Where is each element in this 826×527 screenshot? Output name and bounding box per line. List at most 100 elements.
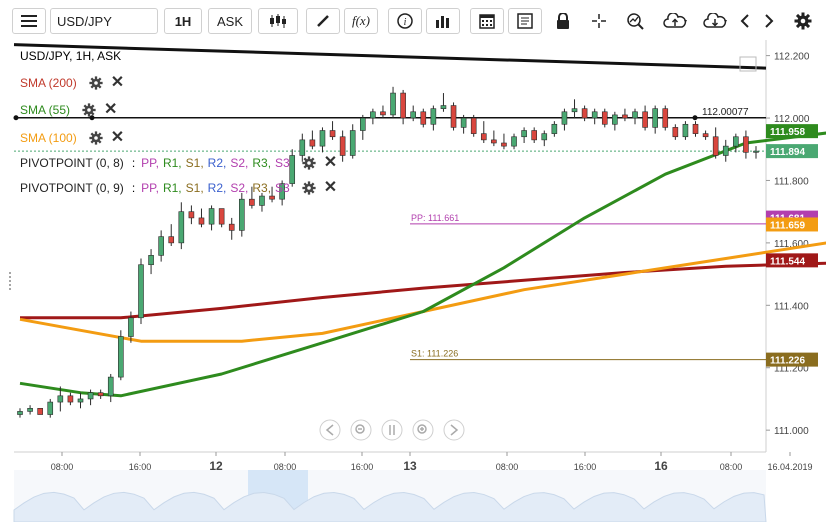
crosshair-icon bbox=[592, 14, 606, 28]
close-icon[interactable]: ✕ bbox=[110, 74, 125, 91]
next-glyph bbox=[450, 424, 459, 436]
close-icon[interactable]: ✕ bbox=[110, 129, 125, 146]
prev-button[interactable] bbox=[734, 8, 756, 34]
candle-body bbox=[712, 136, 719, 156]
zoom-in-icon bbox=[412, 419, 434, 441]
y-tick-label: 111.600 bbox=[774, 239, 809, 250]
settings-button[interactable] bbox=[790, 8, 816, 34]
candle-body bbox=[168, 236, 175, 244]
y-tick-label: 111.800 bbox=[774, 176, 809, 187]
legend-label: SMA (200) bbox=[20, 76, 77, 90]
gear-icon[interactable] bbox=[89, 76, 103, 90]
symbol-selector[interactable]: USD/JPY bbox=[50, 8, 158, 34]
candle-body bbox=[662, 108, 669, 128]
legend-pivot-part: S3 bbox=[275, 156, 290, 170]
x-tick-label: 08:00 bbox=[496, 462, 519, 472]
candle-body bbox=[450, 105, 457, 128]
candle-body bbox=[249, 198, 255, 206]
legend-row[interactable]: SMA (200) ✕ bbox=[20, 74, 125, 91]
legend-row[interactable]: SMA (55) ✕ bbox=[20, 101, 118, 118]
lock-icon bbox=[557, 13, 569, 29]
lock-button[interactable] bbox=[548, 8, 578, 34]
legend-row[interactable]: PIVOTPOINT (0, 8): PP, R1, S1, R2, S2, R3, S3 ✕ bbox=[20, 154, 338, 171]
price-type-selector[interactable]: ASK bbox=[208, 8, 252, 34]
candle-body bbox=[652, 108, 658, 128]
price-tag bbox=[766, 352, 818, 367]
calendar-button[interactable] bbox=[470, 8, 504, 34]
menu-button[interactable] bbox=[12, 8, 46, 34]
first-icon bbox=[319, 419, 341, 441]
candle-body bbox=[722, 145, 729, 156]
legend-pivot-part: S1, bbox=[185, 181, 204, 195]
x-tick-label: 16 bbox=[654, 459, 668, 473]
candle-body bbox=[319, 130, 326, 147]
candle-body bbox=[470, 117, 477, 134]
candle-body bbox=[511, 136, 517, 147]
candle-body bbox=[188, 211, 195, 219]
close-icon[interactable]: ✕ bbox=[323, 154, 338, 171]
legend-pivot-part: R3, bbox=[252, 181, 272, 195]
candle-body bbox=[309, 139, 316, 147]
candle-body bbox=[601, 111, 608, 125]
chart-area[interactable]: 112.200 112.000 111.800 111.600 111.400 111.2… bbox=[0, 40, 826, 523]
price-chart[interactable]: 112.200 112.000 111.800 111.600 111.400 111.2… bbox=[0, 40, 826, 523]
gear-icon[interactable] bbox=[89, 131, 103, 145]
legend-pivot-part: R1, bbox=[162, 181, 182, 195]
info-icon: i bbox=[397, 13, 413, 29]
close-icon[interactable]: ✕ bbox=[323, 179, 338, 196]
candle-body bbox=[591, 111, 598, 119]
candle-body bbox=[128, 317, 134, 337]
price-tag-label: 111.894 bbox=[770, 147, 805, 158]
price-tag-label: 111.958 bbox=[770, 127, 805, 138]
candle-body bbox=[67, 395, 74, 403]
zoom-button[interactable] bbox=[620, 8, 650, 34]
candle-body bbox=[118, 336, 124, 378]
candle-body bbox=[612, 114, 618, 125]
candle-body bbox=[37, 408, 43, 415]
zoom-out-icon bbox=[350, 419, 372, 441]
gear-icon bbox=[794, 12, 812, 30]
gear-icon[interactable] bbox=[302, 156, 316, 170]
next-button[interactable] bbox=[758, 8, 780, 34]
candle-body bbox=[541, 133, 548, 141]
candle-body bbox=[440, 105, 447, 109]
info-button[interactable]: i bbox=[388, 8, 422, 34]
legend-pivot-part: PP, bbox=[141, 156, 159, 170]
candle-body bbox=[571, 108, 578, 113]
chart-type-button[interactable] bbox=[258, 8, 298, 34]
horizontal-line-handle-mid bbox=[89, 115, 95, 121]
upload-icon bbox=[663, 13, 687, 28]
first-glyph bbox=[325, 424, 334, 436]
candle-body bbox=[57, 395, 64, 403]
horizontal-line-handle-left bbox=[13, 115, 19, 121]
candle-body bbox=[410, 111, 417, 119]
gear-icon[interactable] bbox=[302, 181, 316, 195]
x-tick-label: 12 bbox=[209, 459, 223, 473]
interval-selector[interactable]: 1H bbox=[164, 8, 202, 34]
legend-row[interactable]: PIVOTPOINT (0, 9): PP, R1, S1, R2, S2, R3, S3 ✕ bbox=[20, 179, 338, 196]
candle-body bbox=[380, 111, 386, 116]
legend-pivot-part: S2, bbox=[230, 156, 249, 170]
candle-body bbox=[329, 130, 336, 138]
close-icon[interactable]: ✕ bbox=[104, 101, 118, 118]
legend-pivot-part: R2, bbox=[207, 156, 227, 170]
pause-icon bbox=[381, 419, 403, 441]
volume-button[interactable] bbox=[426, 8, 460, 34]
symbol-label: USD/JPY bbox=[57, 13, 112, 29]
upload-button[interactable] bbox=[658, 8, 694, 34]
gear-icon[interactable] bbox=[82, 103, 96, 117]
trendline bbox=[13, 43, 767, 70]
candle-body bbox=[279, 183, 285, 200]
draw-button[interactable] bbox=[306, 8, 340, 34]
crosshair-button[interactable] bbox=[584, 8, 614, 34]
chart-title-text: USD/JPY, 1H, ASK bbox=[20, 49, 122, 63]
candle-body bbox=[198, 217, 205, 225]
indicators-button[interactable]: f(x) bbox=[344, 8, 378, 34]
volume-icon bbox=[436, 16, 449, 28]
news-icon bbox=[517, 13, 533, 29]
legend-pivot-part: R3, bbox=[252, 156, 272, 170]
news-button[interactable] bbox=[508, 8, 542, 34]
legend-row[interactable]: SMA (100) ✕ bbox=[20, 129, 125, 146]
download-button[interactable] bbox=[698, 8, 734, 34]
candle-body bbox=[47, 401, 54, 415]
